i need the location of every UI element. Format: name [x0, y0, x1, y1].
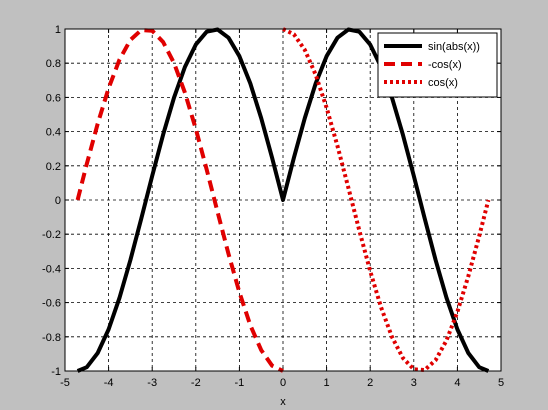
legend-box	[377, 32, 498, 98]
x-tick-label: 3	[411, 377, 417, 389]
y-tick-label: 0.2	[46, 161, 61, 173]
legend: sin(abs(x)) -cos(x) cos(x)	[377, 32, 498, 98]
y-tick-labels: -1 -0.8 -0.6 -0.4 -0.2 0 0.2 0.4 0.6 0.8 1	[42, 24, 61, 378]
x-tick-label: -2	[191, 377, 201, 389]
series-line-1	[75, 28, 284, 373]
x-axis-label: x	[280, 396, 286, 408]
y-tick-label: -0.8	[42, 332, 61, 344]
x-tick-label: 2	[367, 377, 373, 389]
y-tick-label: 1	[55, 24, 61, 36]
series-layer	[75, 27, 491, 373]
y-tick-label: -0.2	[42, 229, 61, 241]
y-tick-label: -0.4	[42, 263, 61, 275]
x-tick-label: 1	[324, 377, 330, 389]
x-tick-label: -4	[104, 377, 114, 389]
x-tick-labels: -5 -4 -3 -2 -1 0 1 2 3 4 5	[60, 377, 504, 389]
x-tick-label: -1	[235, 377, 245, 389]
x-tick-label: 5	[498, 377, 504, 389]
y-tick-label: 0.4	[46, 127, 61, 139]
x-tick-label: 0	[280, 377, 286, 389]
legend-label-2: cos(x)	[428, 77, 458, 89]
y-tick-label: 0	[55, 195, 61, 207]
x-tick-label: -3	[147, 377, 157, 389]
series-line-2	[282, 27, 491, 372]
y-tick-label: -1	[51, 366, 61, 378]
x-tick-label: -5	[60, 377, 70, 389]
y-tick-label: 0.6	[46, 92, 61, 104]
series-line-0	[76, 27, 490, 373]
plot-frame	[64, 28, 502, 372]
y-tick-label: 0.8	[46, 58, 61, 70]
x-tick-label: 4	[454, 377, 460, 389]
legend-label-1: -cos(x)	[428, 59, 462, 71]
y-tick-label: -0.6	[42, 298, 61, 310]
legend-label-0: sin(abs(x))	[428, 41, 480, 53]
